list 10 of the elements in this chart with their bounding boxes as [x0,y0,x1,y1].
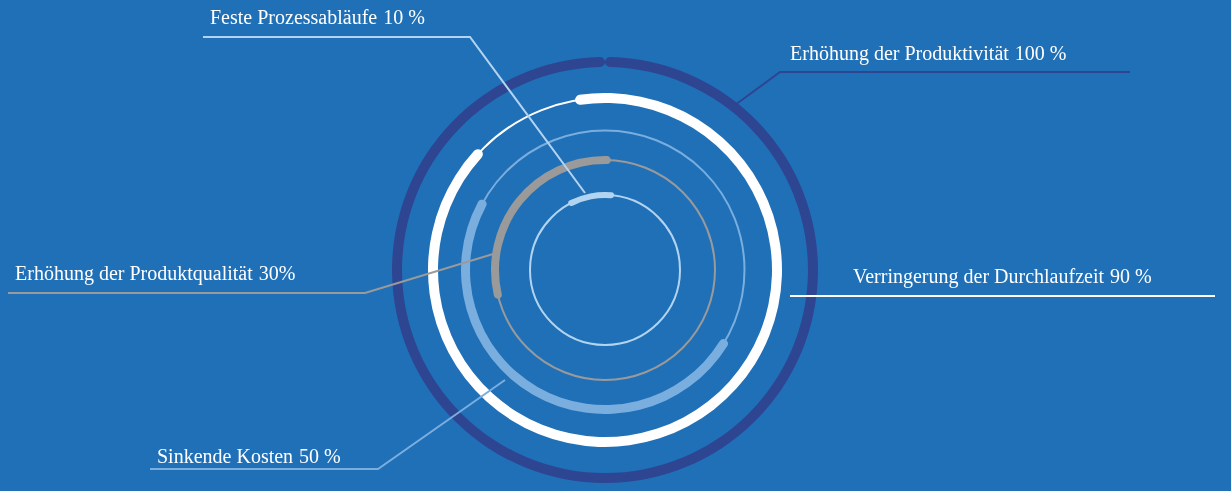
data-label: 10 % [383,6,425,28]
category-label: Feste Prozessabläufe [210,6,378,28]
category-label: Verringerung der Durchlaufzeit [853,265,1105,288]
data-label: 50 % [299,445,341,467]
category-label: Sinkende Kosten [157,445,294,467]
category-label: Erhöhung der Produktqualität [15,262,254,285]
data-label: 100 % [1014,42,1067,64]
category-label: Erhöhung der Produktivität [790,42,1010,65]
data-label: 30% [258,262,296,284]
data-label: 90 % [1110,265,1152,287]
